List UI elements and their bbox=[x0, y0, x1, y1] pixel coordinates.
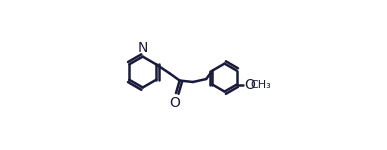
Text: O: O bbox=[169, 96, 180, 110]
Text: CH₃: CH₃ bbox=[250, 80, 271, 90]
Text: O: O bbox=[244, 78, 255, 92]
Text: N: N bbox=[137, 41, 148, 55]
